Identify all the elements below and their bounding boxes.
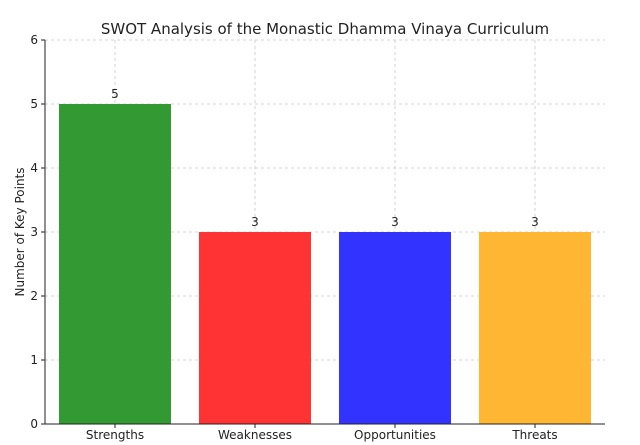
tick-labels: 0 1 2 3 4 5 6 Strengths Weaknesses Opportunities T… — [30, 33, 557, 442]
y-tick-label: 0 — [30, 417, 38, 431]
axes — [41, 39, 605, 428]
bar-strengths — [59, 104, 171, 424]
chart-title: SWOT Analysis of the Monastic Dhamma Vin… — [101, 20, 549, 38]
x-tick-label: Opportunities — [354, 428, 436, 442]
bar-value-label: 3 — [531, 215, 539, 229]
x-tick-label: Strengths — [86, 428, 144, 442]
y-tick-label: 1 — [30, 353, 38, 367]
bar-threats — [479, 232, 591, 424]
y-tick-label: 3 — [30, 225, 38, 239]
y-tick-label: 2 — [30, 289, 38, 303]
bar-value-label: 3 — [251, 215, 259, 229]
x-tick-label: Weaknesses — [218, 428, 292, 442]
y-tick-label: 5 — [30, 97, 38, 111]
bar-value-labels: 5 3 3 3 — [111, 87, 539, 229]
bar-layer — [59, 104, 591, 424]
y-tick-label: 6 — [30, 33, 38, 47]
bar-weaknesses — [199, 232, 311, 424]
y-axis-label: Number of Key Points — [13, 167, 27, 296]
bar-value-label: 3 — [391, 215, 399, 229]
bar-value-label: 5 — [111, 87, 119, 101]
bar-opportunities — [339, 232, 451, 424]
y-tick-label: 4 — [30, 161, 38, 175]
x-tick-label: Threats — [511, 428, 557, 442]
